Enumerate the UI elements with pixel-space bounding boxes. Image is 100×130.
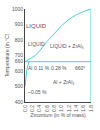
svg-text:0.8: 0.8 [51,105,57,112]
svg-text:0.0: 0.0 [22,105,28,112]
svg-text:LIQUID: LIQUID [26,23,47,29]
svg-text:1.8: 1.8 [88,105,94,112]
svg-text:0.11 %: 0.11 % [34,65,50,71]
svg-text:Al + ZrAl₃: Al + ZrAl₃ [53,79,74,85]
svg-text:0.28 %: 0.28 % [51,65,67,71]
svg-text:660°: 660° [75,65,85,71]
svg-text:600: 600 [15,68,24,74]
svg-text:Al: Al [28,65,32,71]
svg-text:LIQUID + ZrAl₃: LIQUID + ZrAl₃ [50,43,84,49]
svg-text:Temperature (in °C): Temperature (in °C) [4,33,10,77]
svg-text:800: 800 [15,37,24,43]
svg-text:0.6: 0.6 [44,105,50,112]
svg-text:0.2: 0.2 [29,105,35,112]
svg-text:660: 660 [15,58,24,64]
svg-text:500: 500 [15,83,24,89]
svg-text:1.0: 1.0 [58,105,64,112]
svg-text:Zirconium (in % of mass): Zirconium (in % of mass) [30,112,86,118]
svg-text:1.2: 1.2 [66,105,72,112]
svg-text:~0.05 %: ~0.05 % [28,89,47,95]
svg-text:LIQUID: LIQUID [28,41,45,47]
svg-text:900: 900 [15,21,24,27]
svg-text:1.4: 1.4 [73,105,79,112]
svg-text:0.4: 0.4 [36,105,42,112]
svg-text:1.6: 1.6 [80,105,86,112]
svg-text:700: 700 [15,52,24,58]
svg-text:1000: 1000 [12,6,23,12]
svg-text:400: 400 [15,99,24,105]
